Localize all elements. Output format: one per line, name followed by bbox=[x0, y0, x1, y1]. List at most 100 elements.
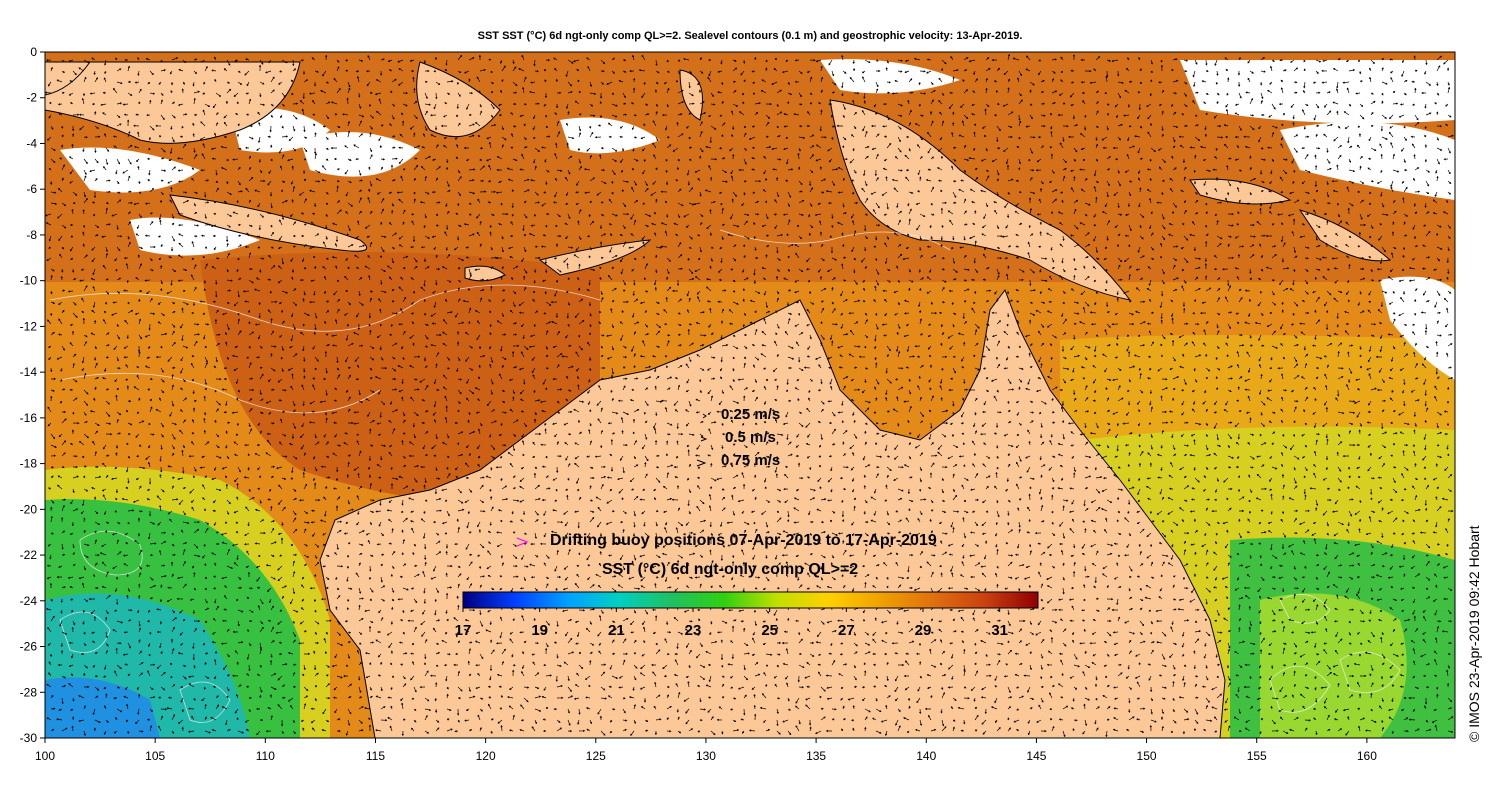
velocity-arrow bbox=[927, 168, 932, 171]
velocity-arrow bbox=[1038, 59, 1042, 62]
velocity-arrow bbox=[291, 92, 294, 96]
velocity-arrow bbox=[1072, 114, 1075, 120]
velocity-arrow bbox=[1369, 67, 1372, 72]
velocity-arrow bbox=[1060, 79, 1064, 83]
velocity-arrow bbox=[45, 91, 52, 94]
velocity-arrow bbox=[479, 147, 484, 150]
velocity-arrow bbox=[1323, 133, 1328, 138]
velocity-arrow bbox=[148, 169, 151, 176]
velocity-arrow bbox=[842, 145, 845, 149]
velocity-arrow bbox=[883, 158, 888, 162]
new-guinea-land bbox=[829, 99, 1132, 301]
velocity-arrow bbox=[908, 78, 913, 83]
velocity-arrow bbox=[1138, 56, 1141, 61]
velocity-arrow bbox=[1348, 69, 1356, 72]
velocity-arrow bbox=[1225, 135, 1228, 139]
velocity-arrow bbox=[220, 145, 228, 149]
velocity-arrow bbox=[699, 57, 702, 61]
velocity-arrow bbox=[158, 135, 162, 138]
velocity-arrow bbox=[300, 59, 305, 62]
velocity-arrow bbox=[1337, 154, 1342, 160]
velocity-arrow bbox=[61, 164, 65, 171]
y-tick-label: -28 bbox=[20, 685, 38, 699]
velocity-arrow bbox=[488, 164, 492, 171]
velocity-arrow bbox=[852, 147, 855, 152]
velocity-arrow bbox=[534, 70, 539, 73]
velocity-arrow bbox=[891, 92, 899, 95]
velocity-arrow bbox=[1238, 169, 1242, 172]
velocity-arrow bbox=[1073, 124, 1079, 127]
velocity-arrow bbox=[1447, 81, 1450, 86]
velocity-arrow bbox=[1424, 144, 1427, 149]
velocity-arrow bbox=[1158, 166, 1163, 171]
velocity-arrow bbox=[842, 158, 848, 161]
velocity-arrow bbox=[995, 89, 998, 94]
velocity-arrow bbox=[985, 169, 989, 172]
velocity-arrow bbox=[743, 158, 747, 165]
velocity-arrow bbox=[567, 169, 571, 175]
velocity-arrow bbox=[699, 112, 707, 116]
velocity-arrow bbox=[1025, 68, 1031, 72]
velocity-arrow bbox=[1007, 53, 1011, 61]
velocity-arrow bbox=[1271, 158, 1274, 162]
velocity-arrow bbox=[160, 169, 167, 172]
velocity-arrow bbox=[996, 125, 1001, 132]
velocity-arrow bbox=[402, 103, 408, 107]
velocity-arrow bbox=[105, 179, 111, 182]
velocity-arrow bbox=[105, 147, 110, 152]
velocity-arrow bbox=[694, 169, 701, 173]
velocity-arrow bbox=[270, 114, 273, 118]
velocity-arrow bbox=[567, 155, 573, 160]
velocity-arrow bbox=[798, 92, 802, 98]
solomon-land bbox=[1298, 209, 1392, 262]
velocity-arrow bbox=[752, 92, 756, 95]
velocity-arrow bbox=[200, 121, 206, 127]
velocity-arrow bbox=[566, 122, 569, 127]
velocity-arrow bbox=[760, 90, 767, 94]
velocity-arrow bbox=[940, 155, 944, 160]
velocity-arrow bbox=[1216, 136, 1224, 139]
velocity-arrow bbox=[1007, 111, 1014, 116]
velocity-arrow bbox=[621, 147, 625, 152]
velocity-arrow bbox=[577, 147, 581, 151]
velocity-arrow bbox=[1303, 68, 1306, 72]
velocity-arrow bbox=[1370, 111, 1374, 116]
velocity-arrow bbox=[401, 112, 404, 116]
velocity-arrow bbox=[611, 169, 616, 176]
velocity-arrow bbox=[501, 125, 504, 131]
velocity-arrow bbox=[1117, 81, 1124, 84]
velocity-arrow bbox=[1389, 58, 1394, 61]
velocity-arrow bbox=[1403, 125, 1406, 129]
velocity-arrow bbox=[1161, 133, 1164, 138]
velocity-arrow bbox=[1194, 59, 1198, 65]
velocity-arrow bbox=[1381, 92, 1384, 96]
velocity-arrow bbox=[1301, 147, 1306, 150]
velocity-arrow bbox=[611, 158, 617, 162]
velocity-arrow bbox=[686, 125, 690, 129]
velocity-arrow bbox=[374, 92, 382, 96]
velocity-arrow bbox=[1084, 114, 1087, 118]
velocity-arrow bbox=[1106, 103, 1110, 106]
velocity-arrow bbox=[366, 81, 371, 87]
velocity-arrow bbox=[312, 99, 316, 105]
velocity-arrow bbox=[1421, 91, 1426, 95]
velocity-arrow bbox=[985, 87, 988, 94]
velocity-arrow bbox=[611, 70, 615, 74]
velocity-arrow bbox=[314, 147, 317, 155]
velocity-arrow bbox=[836, 124, 844, 127]
velocity-arrow bbox=[1149, 122, 1153, 126]
velocity-arrow bbox=[1369, 76, 1372, 83]
velocity-arrow bbox=[193, 97, 196, 105]
velocity-arrow bbox=[1007, 87, 1010, 94]
velocity-arrow bbox=[1381, 114, 1387, 119]
velocity-arrow bbox=[599, 101, 602, 105]
velocity-arrow bbox=[721, 157, 726, 160]
velocity-arrow bbox=[512, 91, 518, 94]
velocity-arrow bbox=[1036, 158, 1042, 163]
velocity-arrow bbox=[496, 156, 503, 160]
velocity-arrow bbox=[292, 102, 299, 105]
velocity-arrow bbox=[831, 136, 834, 140]
velocity-arrow bbox=[155, 124, 162, 127]
velocity-arrow bbox=[897, 114, 903, 117]
velocity-arrow bbox=[1050, 125, 1053, 130]
